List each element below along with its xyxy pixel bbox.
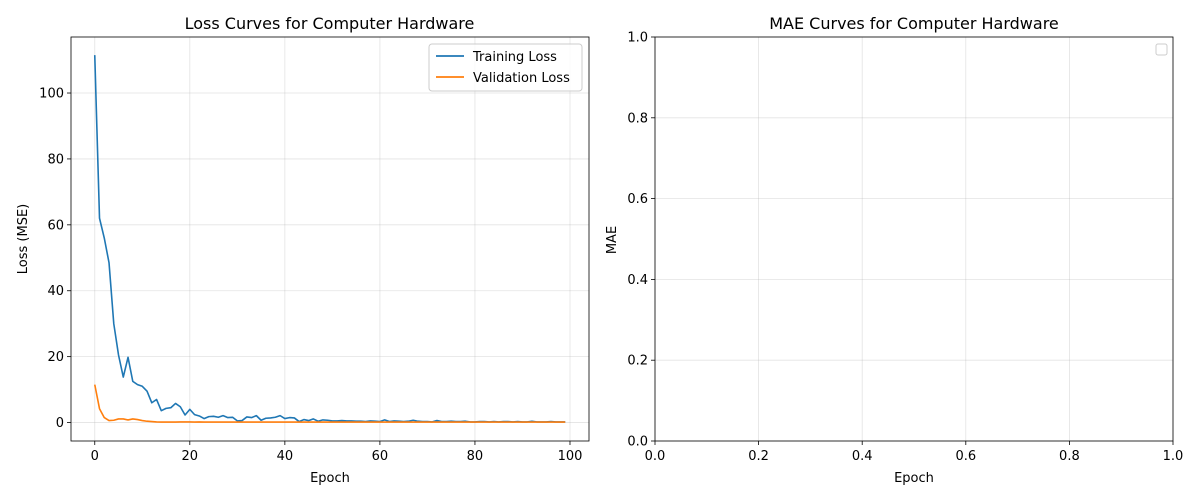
mae-y-tick-label: 0.4 (627, 273, 648, 288)
loss-x-tick-label: 80 (467, 449, 484, 464)
loss-y-axis-label: Loss (MSE) (16, 204, 31, 274)
loss-legend-box (428, 43, 583, 92)
loss-x-axis-label: Epoch (310, 471, 350, 486)
mae-x-tick-label: 0.6 (955, 449, 976, 464)
mae-x-axis-label: Epoch (894, 471, 934, 486)
mae-chart-title: MAE Curves for Computer Hardware (769, 14, 1059, 33)
loss-y-tick-label: 20 (47, 350, 64, 365)
loss-x-tick-label: 20 (182, 449, 199, 464)
loss-chart: Loss Curves for Computer Hardware 0 20 40 6… (16, 14, 590, 486)
mae-y-tick-label: 0.2 (627, 354, 648, 369)
mae-x-tick-label: 0.0 (645, 449, 666, 464)
series-line-training-loss (93, 55, 566, 423)
mae-plot-frame (654, 36, 1174, 442)
loss-y-tick-label: 40 (47, 284, 64, 299)
loss-y-tick-label: 60 (47, 218, 64, 233)
mae-y-tick-label: 1.0 (627, 31, 648, 46)
loss-y-tick-label: 80 (47, 152, 64, 167)
series-line-validation-loss (93, 384, 566, 423)
loss-plot-frame (70, 36, 590, 442)
mae-y-axis-label: MAE (605, 226, 620, 254)
loss-x-tick-label: 0 (91, 449, 99, 464)
loss-chart-title: Loss Curves for Computer Hardware (185, 14, 475, 33)
mae-x-tick-label: 1.0 (1163, 449, 1184, 464)
mae-grid (654, 36, 1174, 442)
mae-y-tick-label: 0.8 (627, 111, 648, 126)
mae-x-tick-label: 0.2 (748, 449, 769, 464)
loss-axis-ticks: 0 20 40 60 80 100 0 20 40 60 80 100 (39, 87, 582, 464)
legend-label-validation-loss: Validation Loss (473, 71, 570, 86)
legend-label-training-loss: Training Loss (472, 50, 557, 65)
mae-legend-box (1155, 43, 1168, 56)
loss-x-tick-label: 100 (558, 449, 583, 464)
loss-x-tick-label: 40 (277, 449, 294, 464)
mae-y-tick-label: 0.0 (627, 435, 648, 450)
mae-x-tick-label: 0.8 (1059, 449, 1080, 464)
loss-grid (71, 37, 589, 441)
loss-y-tick-label: 0 (56, 416, 64, 431)
mae-chart: MAE Curves for Computer Hardware 0.0 0.2 0… (605, 14, 1183, 486)
mae-x-tick-label: 0.4 (852, 449, 873, 464)
loss-series-lines (93, 55, 566, 423)
mae-y-tick-label: 0.6 (627, 192, 648, 207)
loss-legend: Training Loss Validation Loss (428, 43, 583, 92)
mae-axis-ticks: 0.0 0.2 0.4 0.6 0.8 1.0 0.0 0.2 0.4 0.6 0.8 1.0 (627, 31, 1183, 465)
loss-y-tick-label: 100 (39, 87, 64, 102)
loss-x-tick-label: 60 (372, 449, 389, 464)
